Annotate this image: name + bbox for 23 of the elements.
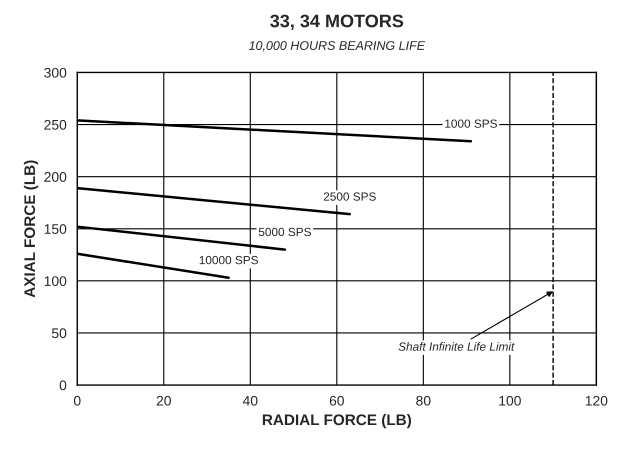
chart-title: 33, 34 MOTORS (270, 14, 404, 30)
series-label: 1000 SPS (445, 119, 497, 128)
y-tick-label: 150 (44, 224, 66, 234)
y-tick-label: 200 (44, 172, 66, 182)
y-tick-label: 0 (60, 380, 66, 390)
y-axis-title: AXIAL FORCE (LB) (24, 160, 38, 298)
x-axis-title: RADIAL FORCE (LB) (262, 414, 412, 428)
y-tick-label: 300 (44, 68, 66, 78)
chart-subtitle: 10,000 HOURS BEARING LIFE (248, 41, 426, 52)
x-tick-label: 60 (330, 396, 344, 406)
y-tick-label: 100 (44, 276, 66, 286)
series-label: 2500 SPS (324, 192, 376, 201)
x-tick-label: 20 (156, 396, 171, 406)
series-label: 10000 SPS (200, 256, 258, 264)
ref-line-label: Shaft Infinite Life Limit (398, 342, 515, 351)
x-tick-label: 100 (499, 396, 521, 406)
x-tick-label: 40 (242, 396, 258, 406)
y-tick-label: 250 (44, 120, 66, 130)
x-tick-label: 80 (416, 396, 431, 406)
y-tick-label: 50 (52, 328, 66, 338)
x-tick-label: 0 (74, 396, 81, 406)
x-tick-label: 120 (586, 396, 608, 406)
series-label: 5000 SPS (258, 228, 311, 236)
